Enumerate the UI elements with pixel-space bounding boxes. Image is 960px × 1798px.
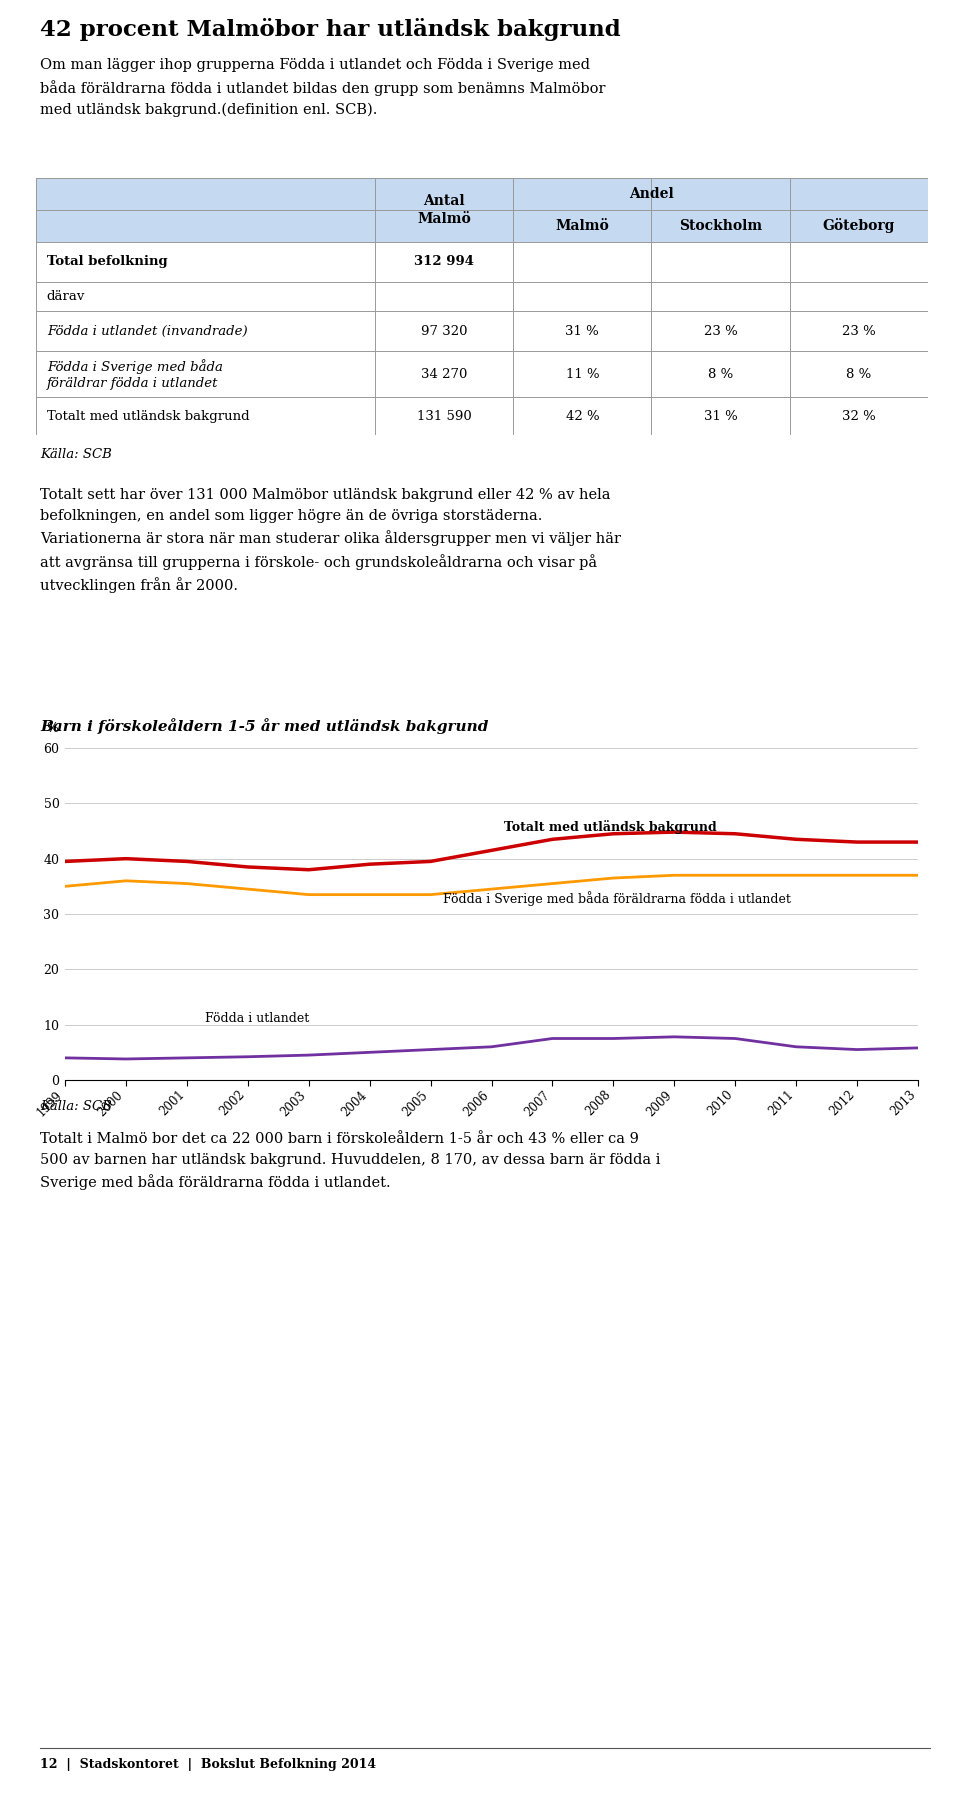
Text: Barn i förskoleåldern 1-5 år med utländsk bakgrund: Barn i förskoleåldern 1-5 år med utländs… [40,717,489,734]
Text: 8 %: 8 % [847,369,872,381]
Bar [36,311,928,351]
Bar [36,282,928,311]
Text: 8 %: 8 % [708,369,733,381]
Bar [36,178,928,210]
Text: 11 %: 11 % [565,369,599,381]
Text: Stockholm: Stockholm [679,219,762,232]
Text: 97 320: 97 320 [420,325,468,338]
Text: Antal
Malmö: Antal Malmö [418,194,471,227]
Bar [36,241,928,282]
Text: därav: därav [47,289,85,302]
Text: Födda i Sverige med båda föräldrarna födda i utlandet: Födda i Sverige med båda föräldrarna föd… [443,892,791,906]
Text: 42 %: 42 % [565,410,599,423]
Text: 34 270: 34 270 [420,369,468,381]
Text: 32 %: 32 % [842,410,876,423]
Bar [36,210,928,241]
Text: Källa: SCB: Källa: SCB [40,448,112,460]
Text: Om man lägger ihop grupperna Födda i utlandet och Födda i Sverige med
båda föräl: Om man lägger ihop grupperna Födda i utl… [40,58,606,117]
Text: Malmö: Malmö [556,219,610,232]
Text: Total befolkning: Total befolkning [47,255,167,268]
Text: %: % [46,721,59,735]
Text: 23 %: 23 % [842,325,876,338]
Bar [36,397,928,435]
Bar [36,351,928,397]
Text: 23 %: 23 % [704,325,737,338]
Text: Födda i utlandet: Födda i utlandet [205,1012,309,1025]
Text: Födda i utlandet (invandrade): Födda i utlandet (invandrade) [47,325,248,338]
Text: 131 590: 131 590 [417,410,471,423]
Text: Totalt sett har över 131 000 Malmöbor utländsk bakgrund eller 42 % av hela
befol: Totalt sett har över 131 000 Malmöbor ut… [40,487,621,593]
Text: Andel: Andel [629,187,674,201]
Text: 31 %: 31 % [565,325,599,338]
Text: Totalt med utländsk bakgrund: Totalt med utländsk bakgrund [504,820,716,834]
Text: Totalt i Malmö bor det ca 22 000 barn i förskoleåldern 1-5 år och 43 % eller ca : Totalt i Malmö bor det ca 22 000 barn i … [40,1133,660,1190]
Text: 12  |  Stadskontoret  |  Bokslut Befolkning 2014: 12 | Stadskontoret | Bokslut Befolkning … [40,1758,376,1771]
Text: 31 %: 31 % [704,410,737,423]
Text: Födda i Sverige med båda
föräldrar födda i utlandet: Födda i Sverige med båda föräldrar födda… [47,360,223,390]
Text: Totalt med utländsk bakgrund: Totalt med utländsk bakgrund [47,410,250,423]
Text: Göteborg: Göteborg [823,218,895,234]
Text: 312 994: 312 994 [414,255,474,268]
Text: 42 procent Malmöbor har utländsk bakgrund: 42 procent Malmöbor har utländsk bakgrun… [40,18,620,41]
Text: Källa: SCB: Källa: SCB [40,1100,112,1113]
